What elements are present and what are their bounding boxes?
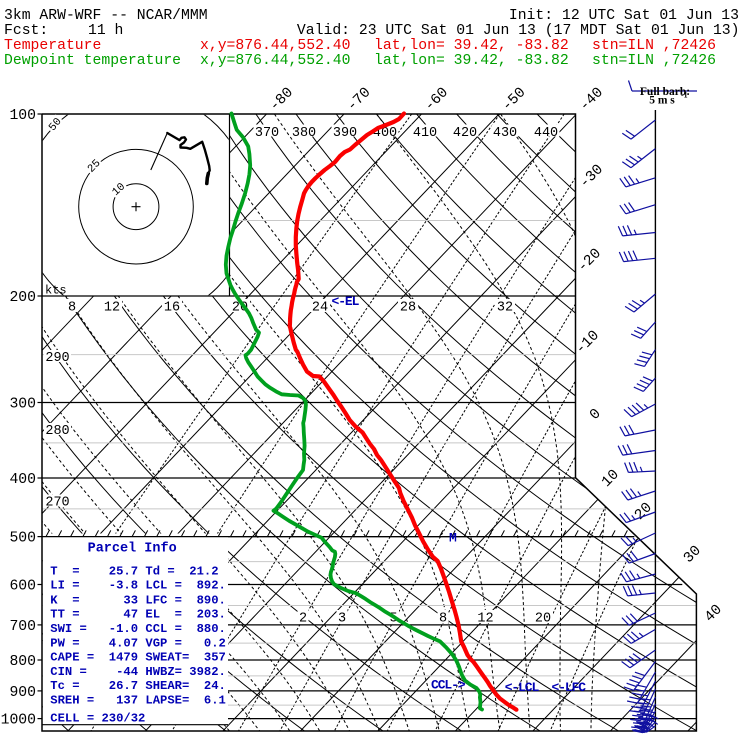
svg-text:1000: 1000 [1, 713, 36, 729]
svg-text:8: 8 [439, 612, 447, 627]
svg-text:280: 280 [45, 424, 69, 439]
svg-text:100: 100 [9, 108, 36, 124]
svg-text:K = 33 LFC = 890.: K = 33 LFC = 890. [50, 593, 226, 607]
svg-text:270: 270 [45, 496, 69, 511]
svg-text:3km ARW-WRF -- NCAR/MMM: 3km ARW-WRF -- NCAR/MMM [4, 8, 208, 24]
svg-text:Dewpoint temperature: Dewpoint temperature [4, 53, 181, 69]
svg-text:Temperature: Temperature [4, 38, 101, 54]
svg-text:M: M [449, 531, 457, 546]
svg-text:32: 32 [497, 301, 513, 316]
svg-text:500: 500 [9, 531, 36, 547]
svg-text:370: 370 [255, 126, 279, 141]
svg-text:LI = -3.8 LCL = 892.: LI = -3.8 LCL = 892. [50, 579, 226, 593]
svg-text:16: 16 [164, 301, 180, 316]
svg-text:800: 800 [9, 654, 36, 670]
svg-text:5: 5 [389, 612, 397, 627]
svg-text:Tc = 26.7 SHEAR= 24.: Tc = 26.7 SHEAR= 24. [50, 679, 226, 693]
svg-text:290: 290 [45, 351, 69, 366]
svg-text:600: 600 [9, 579, 36, 595]
svg-text:TT = 47 EL = 203.: TT = 47 EL = 203. [50, 608, 226, 622]
svg-text:T = 25.7 Td = 21.2: T = 25.7 Td = 21.2 [50, 564, 218, 578]
svg-text:PW = 4.07 VGP = 0.2: PW = 4.07 VGP = 0.2 [50, 636, 226, 650]
svg-text:CIN = -44 HWBZ= 3982.: CIN = -44 HWBZ= 3982. [50, 665, 226, 679]
svg-text:410: 410 [413, 126, 437, 141]
svg-text:420: 420 [453, 126, 477, 141]
svg-text:300: 300 [9, 397, 36, 413]
svg-text:<-LCL: <-LCL [505, 680, 540, 695]
svg-text:390: 390 [333, 126, 357, 141]
svg-text:kts: kts [45, 284, 67, 298]
svg-text:lat,lon= 39.42, -83.82: lat,lon= 39.42, -83.82 [374, 53, 569, 69]
svg-text:12: 12 [477, 612, 493, 627]
svg-text:440: 440 [534, 126, 558, 141]
svg-text:900: 900 [9, 685, 36, 701]
svg-text:8: 8 [68, 301, 76, 316]
svg-text:<-EL: <-EL [332, 294, 360, 309]
svg-text:x,y=876.44,552.40: x,y=876.44,552.40 [200, 53, 350, 69]
svg-text:Fcst:: Fcst: [4, 23, 48, 39]
svg-text:11 h: 11 h [88, 23, 123, 39]
svg-text:24: 24 [312, 301, 328, 316]
svg-text:SREH = 137 LAPSE= 6.1: SREH = 137 LAPSE= 6.1 [50, 694, 226, 708]
svg-text:x,y=876.44,552.40: x,y=876.44,552.40 [200, 38, 350, 54]
svg-text:20: 20 [535, 612, 551, 627]
svg-text:12: 12 [104, 301, 120, 316]
svg-text:CCL->: CCL-> [431, 678, 466, 693]
svg-text:SWI = -1.0 CCL = 880.: SWI = -1.0 CCL = 880. [50, 622, 226, 636]
svg-text:Valid: 23 UTC Sat 01 Jun 13 (1: Valid: 23 UTC Sat 01 Jun 13 (17 MDT Sat … [297, 23, 740, 39]
svg-text:CAPE = 1479 SWEAT= 357: CAPE = 1479 SWEAT= 357 [50, 651, 226, 665]
svg-text:lat,lon= 39.42, -83.82: lat,lon= 39.42, -83.82 [374, 38, 569, 54]
svg-text:430: 430 [493, 126, 517, 141]
svg-text:400: 400 [9, 472, 36, 488]
svg-text:Init: 12 UTC Sat 01 Jun 13: Init: 12 UTC Sat 01 Jun 13 [509, 8, 739, 24]
svg-text:stn=ILN ,72426: stn=ILN ,72426 [592, 38, 716, 54]
svg-text:200: 200 [9, 290, 36, 306]
svg-text:Full barb:: Full barb: [640, 86, 690, 98]
svg-text:380: 380 [292, 126, 316, 141]
svg-text:3: 3 [338, 612, 346, 627]
svg-text:<-LFC: <-LFC [552, 680, 587, 695]
svg-text:2: 2 [299, 612, 307, 627]
svg-text:5 m s: 5 m s [649, 95, 675, 107]
svg-text:stn=ILN ,72426: stn=ILN ,72426 [592, 53, 716, 69]
svg-text:CELL = 230/32: CELL = 230/32 [50, 712, 145, 726]
svg-text:700: 700 [9, 619, 36, 635]
svg-text:28: 28 [400, 301, 416, 316]
svg-text:-1: -1 [681, 91, 688, 100]
svg-text:Parcel Info: Parcel Info [88, 542, 177, 557]
